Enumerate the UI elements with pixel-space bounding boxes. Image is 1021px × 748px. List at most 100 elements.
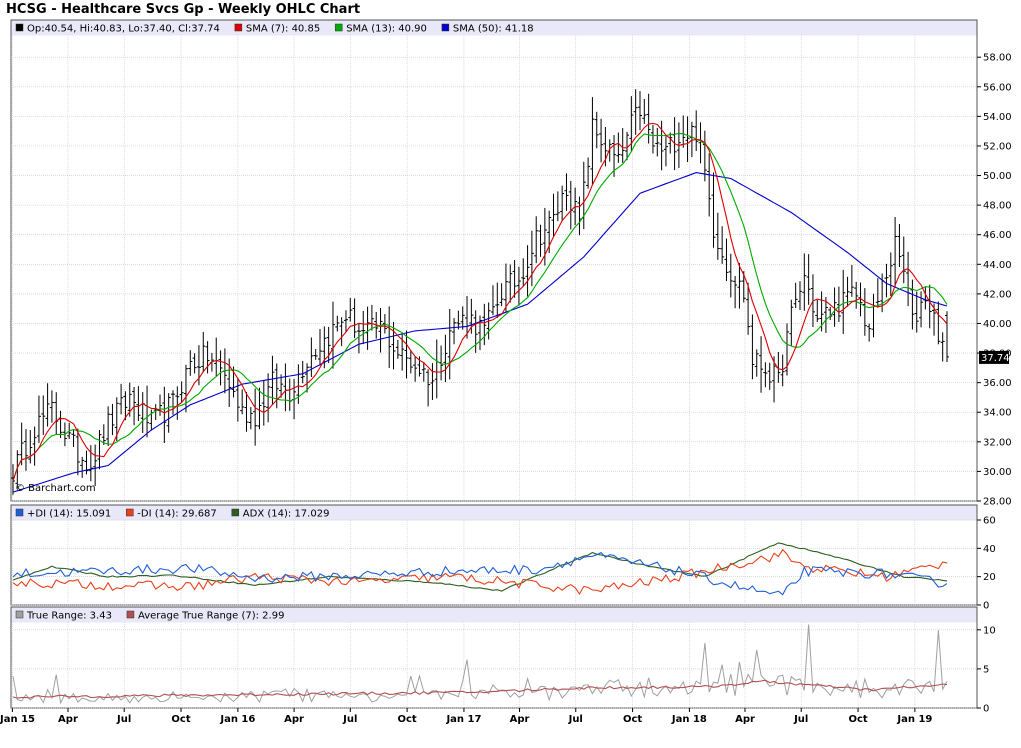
price-tick-label-13: 32.00	[983, 437, 1012, 448]
price-bar	[426, 369, 431, 407]
price-bar	[806, 254, 811, 305]
watermark: © Barchart.com	[15, 483, 96, 494]
price-bar	[274, 363, 279, 409]
dmi-legend-label-1: -DI (14): 29.687	[137, 509, 217, 520]
price-frame	[10, 19, 978, 502]
dmi-panel: +DI (14): 15.091 -DI (14): 29.687 ADX (14)…	[10, 504, 996, 612]
dmi-tick-label-3: 0	[983, 601, 989, 612]
price-bar	[482, 303, 487, 346]
price-bar	[841, 269, 846, 334]
x-tick-label-3: Oct	[171, 714, 190, 725]
price-bar	[339, 317, 344, 347]
x-tick-label-9: Apr	[510, 714, 530, 725]
price-bar	[694, 110, 699, 152]
x-tick-label-11: Oct	[623, 714, 642, 725]
price-tick-label-5: 48.00	[983, 201, 1012, 212]
price-bar	[101, 424, 106, 446]
price-bar	[862, 288, 867, 336]
price-bar	[663, 136, 668, 167]
atr-line	[12, 679, 948, 699]
price-legend-label-3: SMA (50): 41.18	[453, 24, 534, 35]
price-bar	[300, 360, 305, 384]
price-bar	[512, 259, 517, 298]
price-bar	[737, 263, 742, 309]
tr-legend-swatch-0	[15, 610, 24, 619]
dmi-tick-label-2: 20	[983, 572, 996, 583]
price-bar	[555, 191, 560, 222]
tr-legend-bar	[11, 607, 977, 623]
price-bar	[36, 395, 41, 443]
price-bar	[815, 299, 820, 323]
price-bar	[499, 283, 504, 307]
price-bar	[720, 226, 725, 264]
dmi-legend-swatch-2	[231, 508, 240, 517]
price-bar	[75, 428, 80, 476]
price-bar	[884, 263, 889, 298]
price-bar	[136, 386, 141, 422]
price-bar	[123, 391, 128, 421]
price-bar	[447, 309, 452, 380]
dmi-legend-label-0: +DI (14): 15.091	[27, 509, 111, 520]
price-bar	[599, 118, 604, 163]
price-bar	[443, 334, 448, 383]
price-bar	[564, 173, 569, 211]
price-bar	[45, 383, 50, 427]
last-value-box	[979, 350, 1009, 364]
price-bar	[408, 350, 413, 374]
price-bar	[166, 393, 171, 433]
price-legend-swatch-3	[441, 23, 450, 32]
price-bar	[685, 116, 690, 162]
price-bar	[106, 406, 111, 446]
price-bar	[456, 310, 461, 330]
tr-tick-label-0: 10	[983, 625, 996, 636]
x-tick-label-0: Jan 15	[0, 714, 35, 725]
price-bar	[32, 426, 37, 466]
price-bar	[875, 278, 880, 308]
price-bar	[257, 387, 262, 430]
price-bar	[789, 299, 794, 346]
price-bar	[395, 339, 400, 359]
x-axis: Jan 15 Apr Jul Oct Jan 16 Apr Jul Oct Jan 17 Apr J…	[0, 708, 932, 725]
price-bar	[421, 361, 426, 382]
price-bar	[620, 128, 625, 163]
price-bar	[754, 349, 759, 377]
price-bar	[261, 380, 266, 426]
price-bar	[867, 323, 872, 342]
price-bar	[343, 310, 348, 332]
adx-line	[12, 542, 948, 592]
tr-tick-label-2: 0	[983, 704, 989, 715]
price-bar	[772, 356, 777, 403]
price-bar	[19, 422, 24, 466]
price-bar	[625, 131, 630, 161]
price-bar	[473, 310, 478, 353]
price-bar	[110, 403, 115, 436]
price-bar	[175, 386, 180, 420]
price-bar	[270, 355, 275, 405]
price-legend-label-2: SMA (13): 40.90	[346, 24, 427, 35]
price-bar	[28, 430, 33, 464]
price-bar	[192, 353, 197, 374]
price-legend-bar	[11, 20, 977, 36]
price-bar	[888, 252, 893, 297]
price-bar	[707, 153, 712, 217]
price-bar	[326, 326, 331, 364]
price-bar	[348, 297, 353, 322]
tr-tick-label-1: 5	[983, 664, 989, 675]
price-bar	[759, 336, 764, 393]
dmi-legend-label-2: ADX (14): 17.029	[243, 509, 330, 520]
price-bar	[460, 306, 465, 330]
price-bar	[910, 279, 915, 330]
price-bar	[244, 392, 249, 432]
price-bar	[240, 389, 245, 415]
price-bar	[616, 132, 621, 163]
price-bar	[637, 91, 642, 131]
price-bar	[711, 172, 716, 248]
price-bar	[590, 97, 595, 185]
price-bar	[802, 253, 807, 311]
price-legend-swatch-2	[334, 23, 343, 32]
price-bar	[551, 193, 556, 237]
price-bar	[201, 331, 206, 373]
price-tick-label-1: 56.00	[983, 82, 1012, 93]
tr-legend-swatch-1	[126, 610, 135, 619]
price-bar	[854, 281, 859, 309]
